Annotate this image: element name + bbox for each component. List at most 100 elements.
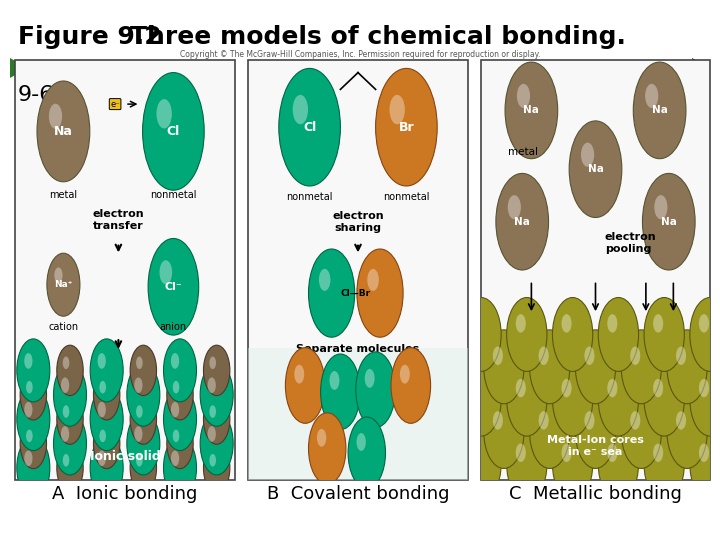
Circle shape [598,298,639,372]
Circle shape [17,388,50,450]
Circle shape [127,412,160,475]
Circle shape [690,298,720,372]
Text: Three models of chemical bonding.: Three models of chemical bonding. [130,25,626,49]
Circle shape [585,347,595,365]
Text: Cl⁻: Cl⁻ [165,282,182,292]
Circle shape [200,363,233,426]
Circle shape [53,412,86,475]
Circle shape [461,298,501,372]
Circle shape [357,249,403,337]
Circle shape [516,379,526,397]
Circle shape [136,356,143,369]
Circle shape [308,413,346,484]
Circle shape [508,195,521,219]
Circle shape [57,443,84,493]
Circle shape [507,298,547,372]
Circle shape [552,362,593,436]
Circle shape [562,314,572,333]
Circle shape [607,379,617,397]
Text: Na: Na [652,105,667,116]
Circle shape [507,362,547,436]
Circle shape [17,436,50,500]
Circle shape [53,363,86,426]
Circle shape [539,411,549,430]
Circle shape [470,443,480,462]
Circle shape [37,81,90,182]
Circle shape [143,72,204,190]
Circle shape [61,377,69,393]
Circle shape [367,269,379,291]
Circle shape [516,314,526,333]
Circle shape [317,429,326,447]
Circle shape [539,347,549,365]
Circle shape [400,364,410,383]
Circle shape [90,436,123,500]
Circle shape [90,388,123,450]
Circle shape [134,377,143,393]
Circle shape [285,348,325,423]
Circle shape [552,427,593,501]
Circle shape [690,427,720,501]
Text: e⁻: e⁻ [110,99,120,109]
Circle shape [575,330,616,404]
Circle shape [134,426,143,442]
Circle shape [210,405,216,418]
Circle shape [356,352,395,428]
Circle shape [598,362,639,436]
Circle shape [24,402,32,417]
Circle shape [47,253,80,316]
Text: Separate molecules: Separate molecules [297,343,420,354]
Text: Na: Na [661,217,677,227]
Circle shape [330,371,339,390]
Text: Metal-Ion cores
in e⁻ sea: Metal-Ion cores in e⁻ sea [547,435,644,457]
Circle shape [24,450,32,466]
Text: metal: metal [50,190,78,200]
Circle shape [391,348,431,423]
Text: cation: cation [48,322,78,333]
Circle shape [200,412,233,475]
Circle shape [496,173,549,270]
Circle shape [171,402,179,417]
Circle shape [667,395,707,468]
Circle shape [98,402,106,417]
Text: Na: Na [588,164,603,174]
Circle shape [621,330,662,404]
Circle shape [57,345,84,396]
Circle shape [90,339,123,402]
Text: electron
sharing: electron sharing [332,211,384,233]
FancyBboxPatch shape [481,60,710,480]
Circle shape [507,427,547,501]
Circle shape [654,195,667,219]
Circle shape [581,143,594,167]
Circle shape [20,418,47,469]
Circle shape [529,330,570,404]
Circle shape [690,362,720,436]
Circle shape [505,62,558,159]
Circle shape [699,314,709,333]
Circle shape [653,379,663,397]
Circle shape [130,443,156,493]
Circle shape [26,381,32,394]
Circle shape [645,84,658,108]
Circle shape [484,330,524,404]
Text: metal: metal [508,147,539,157]
Circle shape [621,395,662,468]
FancyBboxPatch shape [248,348,468,480]
Circle shape [163,339,197,402]
Circle shape [575,395,616,468]
Text: nonmetal: nonmetal [287,192,333,202]
Circle shape [676,411,686,430]
Circle shape [99,430,106,442]
Circle shape [26,430,32,442]
Circle shape [644,298,684,372]
Circle shape [163,436,197,500]
Circle shape [492,347,503,365]
Circle shape [607,443,617,462]
Circle shape [167,369,193,420]
Text: Na⁺: Na⁺ [54,280,73,289]
Circle shape [24,353,32,369]
Circle shape [54,267,63,283]
Circle shape [94,369,120,420]
Circle shape [63,356,69,369]
Circle shape [308,249,355,337]
